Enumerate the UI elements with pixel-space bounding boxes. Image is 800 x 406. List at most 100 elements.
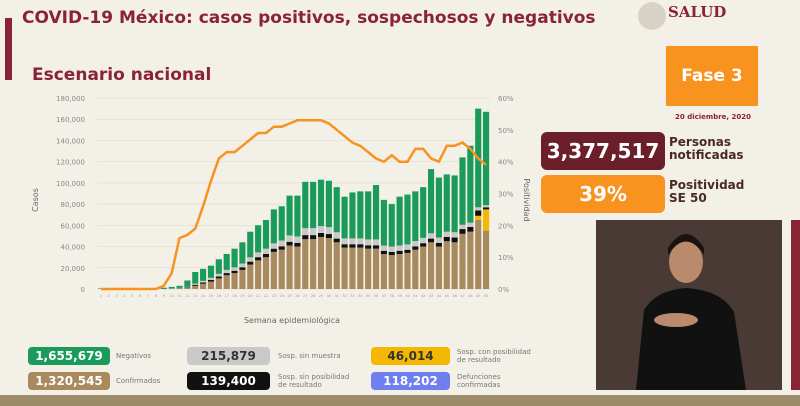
bar-negativos bbox=[262, 220, 270, 249]
x-tick-label: 50 bbox=[484, 294, 488, 298]
positivity-label: Positividad SE 50 bbox=[669, 179, 744, 205]
bar-gray bbox=[435, 237, 442, 243]
bar-black bbox=[278, 246, 285, 250]
bar-conf bbox=[310, 239, 317, 289]
y-tick-label: 100,000 bbox=[56, 180, 85, 188]
x-tick-label: 37 bbox=[382, 294, 386, 298]
x-tick-label: 19 bbox=[240, 294, 244, 298]
y-tick-label: 140,000 bbox=[56, 137, 85, 145]
bar-black bbox=[483, 207, 490, 210]
bar-black bbox=[325, 234, 332, 239]
y-tick-label: 0 bbox=[81, 286, 85, 294]
x-tick-label: 44 bbox=[437, 294, 442, 298]
bar-negativos bbox=[302, 181, 309, 229]
bar-conf bbox=[475, 220, 482, 289]
legend-label: Negativos bbox=[116, 352, 152, 360]
bar-negativos bbox=[349, 192, 356, 239]
bar-black bbox=[341, 244, 348, 248]
y-tick-label: 40,000 bbox=[61, 244, 86, 252]
bar-negativos bbox=[255, 225, 262, 253]
bar-negativos bbox=[200, 268, 207, 281]
bar-black bbox=[333, 238, 340, 243]
x-tick-label: 48 bbox=[468, 294, 472, 298]
bar-gray bbox=[412, 241, 419, 247]
bar-negativos bbox=[294, 195, 301, 237]
bar-gray bbox=[317, 226, 325, 233]
bar-conf bbox=[317, 237, 325, 289]
bar-negativos bbox=[231, 248, 238, 268]
bar-black bbox=[427, 238, 435, 243]
bar-negativos bbox=[223, 253, 230, 270]
bar-conf bbox=[325, 238, 332, 289]
y-tick-label: 20,000 bbox=[61, 265, 86, 273]
x-tick-label: 21 bbox=[256, 294, 260, 298]
legend-value-box: 215,879 bbox=[187, 347, 270, 365]
x-tick-label: 31 bbox=[334, 294, 338, 298]
y2-axis-label: Positividad bbox=[522, 178, 531, 221]
bar-negativos bbox=[310, 181, 317, 229]
bar-negativos bbox=[396, 196, 403, 246]
bar-gray bbox=[349, 238, 356, 245]
bar-black bbox=[388, 251, 395, 256]
bar-conf bbox=[302, 239, 309, 289]
bar-negativos bbox=[207, 265, 215, 278]
x-tick-label: 36 bbox=[374, 294, 378, 298]
bar-gray bbox=[247, 257, 254, 262]
y2-tick-label: 40% bbox=[498, 159, 514, 167]
bar-negativos bbox=[365, 191, 372, 240]
bar-negativos bbox=[404, 194, 411, 245]
label-line: notificadas bbox=[669, 148, 744, 162]
brand-logo: SALUD bbox=[668, 3, 727, 21]
bar-black bbox=[302, 235, 309, 240]
government-seal-icon bbox=[638, 2, 666, 30]
legend-label: Confirmados bbox=[116, 377, 161, 385]
x-tick-label: 17 bbox=[224, 294, 228, 298]
bar-gray bbox=[404, 244, 411, 250]
bar-conf bbox=[207, 281, 215, 289]
bar-gray bbox=[310, 228, 317, 236]
bar-yellow bbox=[475, 215, 482, 221]
y2-tick-label: 10% bbox=[498, 254, 514, 262]
bar-black bbox=[404, 249, 411, 253]
bar-negativos bbox=[412, 191, 419, 242]
bar-negativos bbox=[427, 169, 435, 234]
bar-gray bbox=[255, 252, 262, 258]
x-tick-label: 49 bbox=[476, 294, 480, 298]
bar-gray bbox=[215, 273, 222, 277]
bar-conf bbox=[176, 288, 183, 289]
phase-badge: Fase 3 bbox=[666, 46, 758, 106]
bar-negativos bbox=[372, 185, 380, 240]
bar-negativos bbox=[451, 175, 458, 233]
bar-negativos bbox=[333, 187, 340, 233]
bar-conf bbox=[294, 246, 301, 289]
x-tick-label: 8 bbox=[155, 294, 157, 298]
bar-conf bbox=[200, 283, 207, 289]
bar-negativos bbox=[443, 174, 450, 232]
page-subtitle: Escenario nacional bbox=[32, 65, 212, 85]
bar-negativos bbox=[317, 179, 325, 227]
bar-conf bbox=[483, 230, 490, 289]
x-axis-label: Semana epidemiológica bbox=[244, 315, 340, 325]
bar-conf bbox=[231, 273, 238, 289]
bar-black bbox=[270, 248, 277, 252]
x-tick-label: 38 bbox=[390, 294, 394, 298]
legend-value-box: 1,655,679 bbox=[28, 347, 110, 365]
y2-tick-label: 50% bbox=[498, 127, 514, 135]
x-tick-label: 7 bbox=[147, 294, 149, 298]
x-tick-label: 35 bbox=[366, 294, 370, 298]
legend-value-box: 118,202 bbox=[371, 372, 450, 390]
bar-negativos bbox=[467, 145, 474, 223]
x-tick-label: 6 bbox=[139, 294, 141, 298]
bar-conf bbox=[420, 246, 427, 289]
x-tick-label: 11 bbox=[177, 294, 181, 298]
bar-negativos bbox=[341, 196, 348, 239]
bar-gray bbox=[372, 239, 380, 246]
bar-black bbox=[420, 243, 427, 247]
bar-negativos bbox=[239, 242, 246, 264]
y2-tick-label: 0% bbox=[498, 286, 509, 294]
x-tick-label: 20 bbox=[248, 294, 252, 298]
bar-conf bbox=[278, 249, 285, 289]
legend-value-box: 46,014 bbox=[371, 347, 450, 365]
label-line: Personas bbox=[669, 135, 732, 149]
bar-conf bbox=[286, 245, 293, 289]
